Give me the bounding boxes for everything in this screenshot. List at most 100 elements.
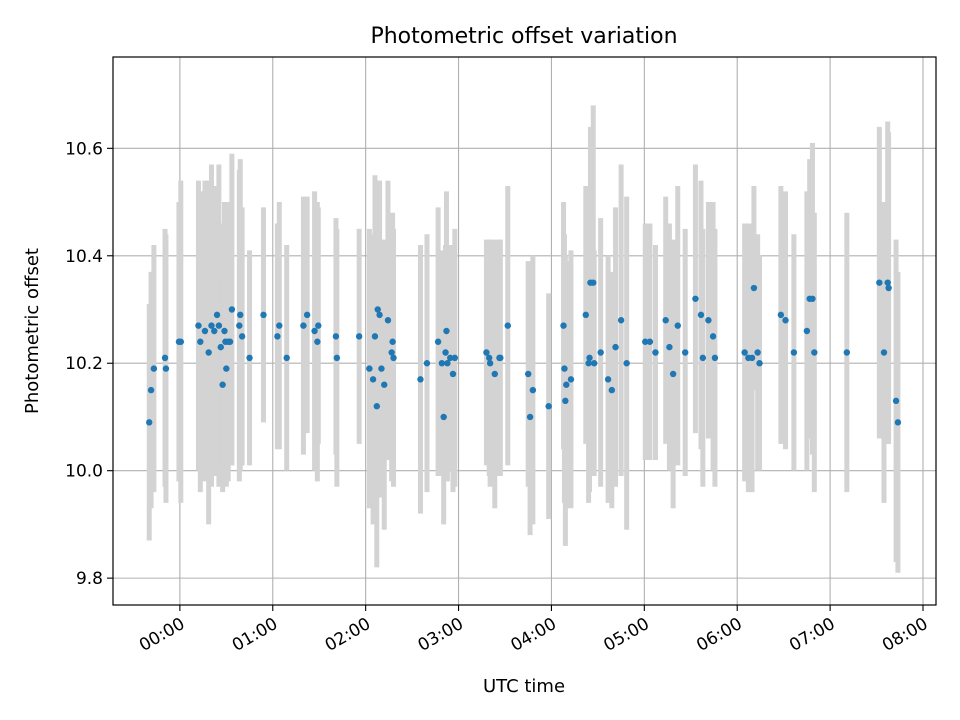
data-point	[446, 354, 454, 362]
data-point	[283, 354, 290, 362]
data-point	[504, 322, 511, 329]
data-point	[221, 327, 228, 335]
data-point	[300, 322, 307, 329]
data-point	[876, 279, 883, 286]
data-point	[147, 386, 155, 394]
data-point	[213, 311, 221, 319]
data-point	[211, 327, 218, 335]
data-point	[161, 354, 169, 362]
data-point	[529, 386, 537, 394]
data-point	[378, 365, 385, 372]
data-point	[782, 317, 789, 324]
data-point	[315, 322, 322, 329]
data-point	[438, 360, 446, 367]
data-point	[374, 306, 381, 313]
data-point	[741, 349, 748, 356]
data-point	[692, 295, 699, 302]
data-point	[162, 365, 170, 372]
data-point	[423, 360, 431, 367]
data-point	[389, 338, 396, 345]
data-point	[177, 338, 185, 345]
data-point	[697, 311, 705, 319]
data-point	[617, 317, 625, 324]
grid	[113, 57, 936, 605]
data-point	[236, 322, 243, 329]
data-point	[238, 333, 246, 340]
data-point	[642, 338, 649, 345]
chart-title: Photometric offset variation	[370, 24, 677, 49]
data-point	[486, 360, 494, 367]
data-point	[381, 381, 388, 388]
data-point	[705, 317, 712, 324]
data-point	[545, 403, 552, 410]
data-point	[226, 338, 234, 345]
data-point	[590, 279, 597, 286]
data-point	[597, 349, 604, 356]
y-tick-label: 10.6	[65, 139, 103, 159]
data-point	[843, 349, 851, 356]
data-point	[585, 360, 592, 367]
data-point	[195, 322, 202, 329]
data-point	[303, 311, 311, 319]
data-point	[376, 311, 383, 319]
data-point	[809, 295, 816, 302]
data-point	[497, 354, 504, 362]
data-point	[417, 376, 424, 383]
data-point	[562, 397, 569, 405]
data-point	[146, 419, 153, 426]
data-point	[563, 381, 570, 388]
data-point	[388, 349, 395, 356]
data-point	[384, 317, 392, 324]
data-point	[526, 413, 534, 421]
data-point	[208, 322, 215, 329]
data-point	[750, 284, 758, 292]
data-point	[669, 370, 677, 378]
data-point	[228, 306, 236, 313]
data-point	[623, 360, 630, 367]
data-point	[274, 333, 281, 340]
data-point	[652, 349, 659, 356]
data-point	[709, 333, 717, 340]
data-point	[451, 354, 459, 362]
data-point	[711, 354, 719, 362]
data-point	[604, 376, 612, 383]
data-point	[311, 327, 318, 335]
data-point	[276, 322, 283, 329]
data-point	[371, 333, 379, 340]
data-point	[777, 311, 785, 319]
data-point	[237, 311, 244, 319]
data-point	[483, 349, 490, 356]
data-point	[612, 343, 619, 351]
data-point	[884, 279, 891, 286]
data-point	[355, 333, 363, 340]
data-point	[586, 354, 593, 362]
data-point	[699, 354, 707, 362]
data-point	[197, 338, 204, 345]
data-point	[880, 349, 888, 356]
data-point	[443, 327, 450, 335]
data-point	[885, 284, 892, 292]
y-tick-label: 9.8	[76, 569, 103, 589]
y-tick-label: 10.4	[65, 247, 103, 267]
data-point	[223, 365, 230, 372]
data-point	[260, 311, 267, 319]
data-point	[390, 354, 397, 362]
data-point	[803, 327, 811, 335]
x-axis-label: UTC time	[483, 676, 565, 697]
data-point	[201, 327, 209, 335]
data-point	[525, 370, 532, 378]
data-point	[366, 365, 373, 372]
data-point	[674, 322, 681, 329]
data-point	[332, 333, 340, 340]
data-point	[434, 338, 442, 345]
data-point	[444, 360, 451, 367]
data-point	[215, 322, 223, 329]
data-point	[646, 338, 654, 345]
data-point	[314, 338, 321, 345]
data-points	[146, 279, 902, 426]
data-point	[892, 397, 900, 405]
data-point	[666, 343, 673, 351]
data-point	[486, 354, 493, 362]
